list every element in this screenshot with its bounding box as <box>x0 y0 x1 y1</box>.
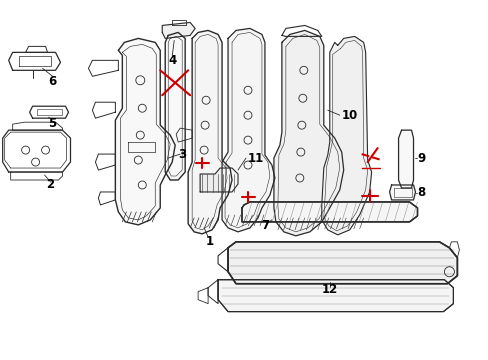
Text: 1: 1 <box>205 235 214 248</box>
Polygon shape <box>398 130 413 188</box>
Text: 2: 2 <box>46 179 55 192</box>
Polygon shape <box>115 39 175 225</box>
Text: 5: 5 <box>48 117 57 130</box>
Polygon shape <box>222 28 274 232</box>
Text: 10: 10 <box>341 109 357 122</box>
Text: 8: 8 <box>417 186 425 199</box>
Text: 3: 3 <box>178 148 186 161</box>
Polygon shape <box>2 130 70 172</box>
Polygon shape <box>389 185 415 200</box>
Text: 4: 4 <box>168 54 176 67</box>
Text: 12: 12 <box>321 283 337 296</box>
Polygon shape <box>218 280 452 312</box>
Text: 7: 7 <box>260 219 268 232</box>
Polygon shape <box>227 242 456 284</box>
Polygon shape <box>188 31 232 234</box>
Polygon shape <box>162 22 195 39</box>
Text: 11: 11 <box>247 152 264 165</box>
Polygon shape <box>9 52 61 70</box>
Polygon shape <box>321 36 371 235</box>
Text: 6: 6 <box>48 75 57 88</box>
Text: 9: 9 <box>417 152 425 165</box>
Polygon shape <box>242 202 417 222</box>
Polygon shape <box>165 32 185 180</box>
Polygon shape <box>200 168 238 192</box>
Polygon shape <box>273 31 343 236</box>
Polygon shape <box>30 106 68 118</box>
